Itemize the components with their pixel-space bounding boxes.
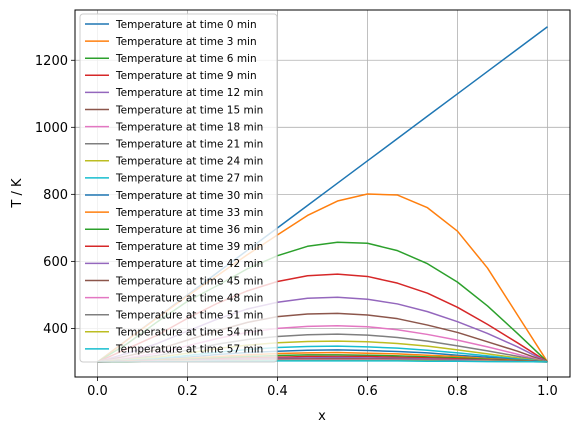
legend-label: Temperature at time 12 min	[115, 87, 263, 99]
plot-frame	[74, 9, 571, 378]
legend-label: Temperature at time 33 min	[115, 207, 263, 219]
legend-label: Temperature at time 54 min	[115, 327, 263, 339]
legend-label: Temperature at time 42 min	[115, 258, 263, 270]
legend: Temperature at time 0 min Temperature at …	[79, 13, 278, 363]
x-tick-label: 0.6	[357, 384, 378, 399]
x-tick-label: 0.4	[267, 384, 288, 399]
legend-label: Temperature at time 45 min	[115, 275, 263, 287]
legend-label: Temperature at time 39 min	[115, 241, 263, 253]
legend-label: Temperature at time 30 min	[115, 190, 263, 202]
legend-label: Temperature at time 51 min	[115, 310, 263, 322]
x-tick-label: 1.0	[537, 384, 558, 399]
legend-label: Temperature at time 48 min	[115, 292, 263, 304]
legend-label: Temperature at time 9 min	[115, 70, 257, 82]
legend-box	[79, 13, 278, 363]
y-tick-label: 600	[43, 255, 68, 270]
legend-label: Temperature at time 21 min	[115, 139, 263, 151]
legend-label: Temperature at time 18 min	[115, 121, 263, 133]
y-tick-label: 1200	[35, 54, 68, 69]
x-tick-label: 0.0	[87, 384, 108, 399]
legend-label: Temperature at time 6 min	[115, 53, 257, 65]
legend-label: Temperature at time 3 min	[115, 36, 257, 48]
y-tick-label: 1000	[35, 121, 68, 136]
legend-label: Temperature at time 57 min	[115, 344, 263, 356]
legend-label: Temperature at time 24 min	[115, 156, 263, 168]
axis-ticks: 0.0 0.2 0.4 0.6 0.8 1.0 400 600 800 1000 1200	[35, 54, 558, 399]
y-axis-label: T / K	[10, 178, 25, 209]
legend-label: Temperature at time 0 min	[115, 19, 257, 31]
legend-label: Temperature at time 15 min	[115, 104, 263, 116]
y-tick-label: 400	[43, 322, 68, 337]
legend-label: Temperature at time 27 min	[115, 173, 263, 185]
y-tick-label: 800	[43, 188, 68, 203]
legend-label: Temperature at time 36 min	[115, 224, 263, 236]
x-tick-label: 0.2	[177, 384, 198, 399]
x-tick-label: 0.8	[447, 384, 468, 399]
x-axis-label: x	[318, 409, 326, 424]
